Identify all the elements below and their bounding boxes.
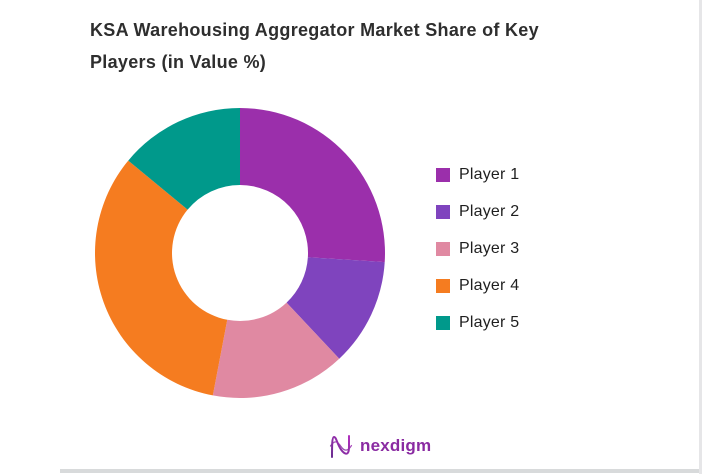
legend-swatch-player-3-icon [436,242,450,256]
donut-chart [95,108,385,398]
nexdigm-logo-icon [329,435,353,458]
donut-chart-area [80,93,400,413]
chart-title-line2: Players (in Value %) [90,52,267,72]
chart-title: KSA Warehousing Aggregator Market Share … [90,14,670,78]
legend-swatch-player-4-icon [436,279,450,293]
chart-title-line1: KSA Warehousing Aggregator Market Share … [90,20,539,40]
legend-item-player-1: Player 1 [436,166,519,184]
legend-label-player-2: Player 2 [459,203,520,220]
donut-slice-player-5 [128,108,240,210]
donut-slice-player-4 [95,160,228,396]
legend-label-player-1: Player 1 [459,166,520,183]
donut-slice-player-1 [240,108,385,263]
legend-swatch-player-2-icon [436,205,450,219]
legend-swatch-player-5-icon [436,316,450,330]
nexdigm-logo: nexdigm [328,429,431,463]
legend-item-player-4: Player 4 [436,277,519,295]
nexdigm-brand-text: nexdigm [360,436,432,455]
horizontal-scrollbar[interactable] [60,469,702,473]
donut-slice-player-2 [286,257,385,359]
legend-label-player-4: Player 4 [459,277,520,294]
legend-label-player-5: Player 5 [459,314,520,331]
vertical-scrollbar[interactable] [699,0,702,474]
legend-item-player-5: Player 5 [436,314,519,332]
legend-item-player-3: Player 3 [436,240,519,258]
chart-legend: Player 1 Player 2 Player 3 Player 4 Play… [436,166,519,332]
legend-item-player-2: Player 2 [436,203,519,221]
legend-swatch-player-1-icon [436,168,450,182]
legend-label-player-3: Player 3 [459,240,520,257]
donut-slice-player-3 [212,302,340,398]
